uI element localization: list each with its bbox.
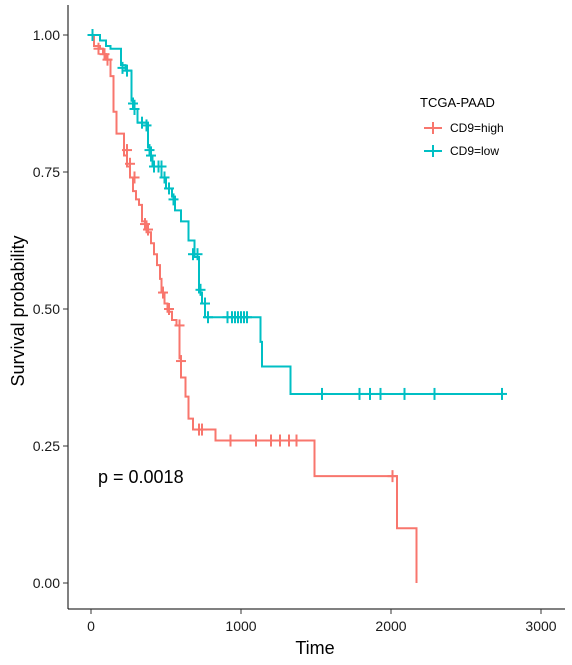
censor-mark-high <box>266 434 276 447</box>
censor-mark-low <box>200 297 210 310</box>
axes: 0.00 0.25 0.50 0.75 1.00 0 1000 2000 3000 <box>33 5 565 634</box>
censor-mark-low <box>354 387 365 400</box>
censor-mark-low <box>497 387 507 400</box>
x-tick-label: 2000 <box>375 618 406 634</box>
x-axis-title: Time <box>295 638 334 658</box>
censor-mark-low <box>168 193 179 206</box>
survival-curve-high <box>91 34 418 583</box>
censor-mark-high <box>197 423 207 436</box>
censor-mark-high <box>291 434 302 447</box>
censor-mark-low <box>122 64 132 77</box>
series-high <box>91 34 418 583</box>
censor-mark-high <box>251 434 261 447</box>
y-tick-label: 0.00 <box>33 575 60 591</box>
censor-mark-low <box>192 248 203 261</box>
censor-mark-low <box>159 171 170 184</box>
censor-mark-high <box>122 144 132 157</box>
censor-mark-high <box>387 470 398 483</box>
censor-mark-low <box>375 387 386 400</box>
censor-mark-low <box>365 387 375 400</box>
censor-mark-low <box>399 387 410 400</box>
legend-label-high: CD9=high <box>450 121 504 135</box>
x-tick-label: 0 <box>87 618 95 634</box>
legend-title: TCGA-PAAD <box>420 95 495 110</box>
censor-mark-low <box>146 149 156 162</box>
legend: TCGA-PAAD CD9=high CD9=low <box>420 95 504 158</box>
censor-mark-high <box>125 157 135 170</box>
censor-mark-high <box>93 42 104 55</box>
censor-mark-high <box>158 286 168 299</box>
y-tick-label: 0.25 <box>33 438 60 454</box>
censor-mark-low <box>129 102 140 115</box>
x-tick-label: 3000 <box>525 618 556 634</box>
censor-mark-low <box>117 61 128 74</box>
censor-mark-high <box>225 434 236 447</box>
series-low <box>87 29 507 400</box>
censor-mark-low <box>317 387 327 400</box>
censor-mark-low <box>195 283 206 296</box>
y-tick-label: 0.75 <box>33 164 60 180</box>
censor-mark-high <box>174 319 185 332</box>
censor-mark-high <box>176 355 186 368</box>
series-layer <box>87 29 507 583</box>
censor-mark-low <box>87 29 98 41</box>
censor-mark-low <box>156 160 167 173</box>
y-tick-label: 0.50 <box>33 301 60 317</box>
censor-mark-low <box>128 97 138 110</box>
legend-label-low: CD9=low <box>450 144 499 158</box>
censor-mark-high <box>164 303 174 315</box>
y-tick-label: 1.00 <box>33 27 60 43</box>
legend-item-low: CD9=low <box>424 144 499 158</box>
censor-mark-low <box>144 144 155 157</box>
y-axis-title: Survival probability <box>8 235 28 386</box>
censor-mark-low <box>141 119 152 132</box>
censor-mark-high <box>275 434 285 447</box>
censor-mark-high <box>102 53 113 66</box>
censor-mark-low <box>164 182 174 195</box>
censor-mark-low <box>203 311 213 324</box>
survival-curve-low <box>91 34 502 395</box>
censor-mark-high <box>143 223 153 236</box>
censor-mark-low <box>429 387 440 400</box>
x-tick-label: 1000 <box>225 618 256 634</box>
p-value-annotation: p = 0.0018 <box>98 467 184 487</box>
legend-item-high: CD9=high <box>424 121 504 135</box>
censor-mark-low <box>137 116 147 129</box>
censor-mark-low <box>242 311 252 324</box>
censor-mark-high <box>129 171 140 184</box>
